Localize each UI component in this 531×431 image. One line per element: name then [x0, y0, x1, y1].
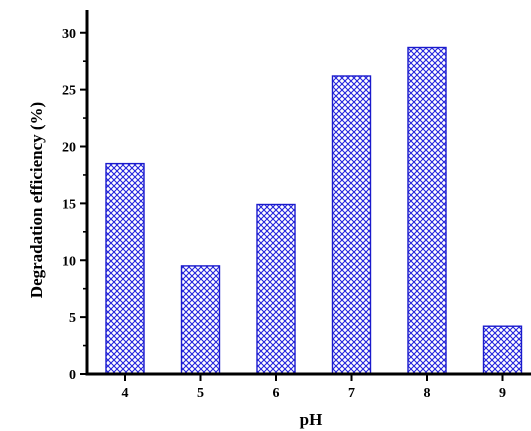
- x-axis-ticks: 4 5 6 7 8 9: [122, 374, 506, 401]
- y-axis-ticks: 0 5 10 15 20 25 30: [62, 27, 87, 383]
- y-tick-label: 30: [62, 27, 76, 42]
- bar-ph-7: [331, 75, 372, 375]
- x-tick-label: 6: [273, 386, 280, 401]
- y-tick-label: 20: [62, 141, 76, 156]
- y-tick-label: 15: [62, 197, 76, 212]
- x-tick-label: 9: [499, 386, 506, 401]
- bar-ph-4: [105, 162, 145, 375]
- x-tick-label: 5: [197, 386, 204, 401]
- x-tick-label: 7: [348, 386, 355, 401]
- y-tick-label: 10: [62, 254, 76, 269]
- bar-ph-6: [256, 203, 296, 375]
- bar-ph-9: [482, 325, 523, 375]
- x-axis-title: pH: [300, 410, 323, 429]
- x-tick-label: 4: [122, 386, 129, 401]
- y-tick-label: 25: [62, 84, 76, 99]
- y-axis-title: Degradation efficiency (%): [27, 102, 46, 298]
- bar-ph-5: [180, 265, 221, 375]
- bar-ph-8: [407, 46, 447, 375]
- y-tick-label: 5: [69, 311, 76, 326]
- bars-group: [105, 46, 523, 375]
- y-tick-label: 0: [69, 368, 76, 383]
- x-tick-label: 8: [424, 386, 431, 401]
